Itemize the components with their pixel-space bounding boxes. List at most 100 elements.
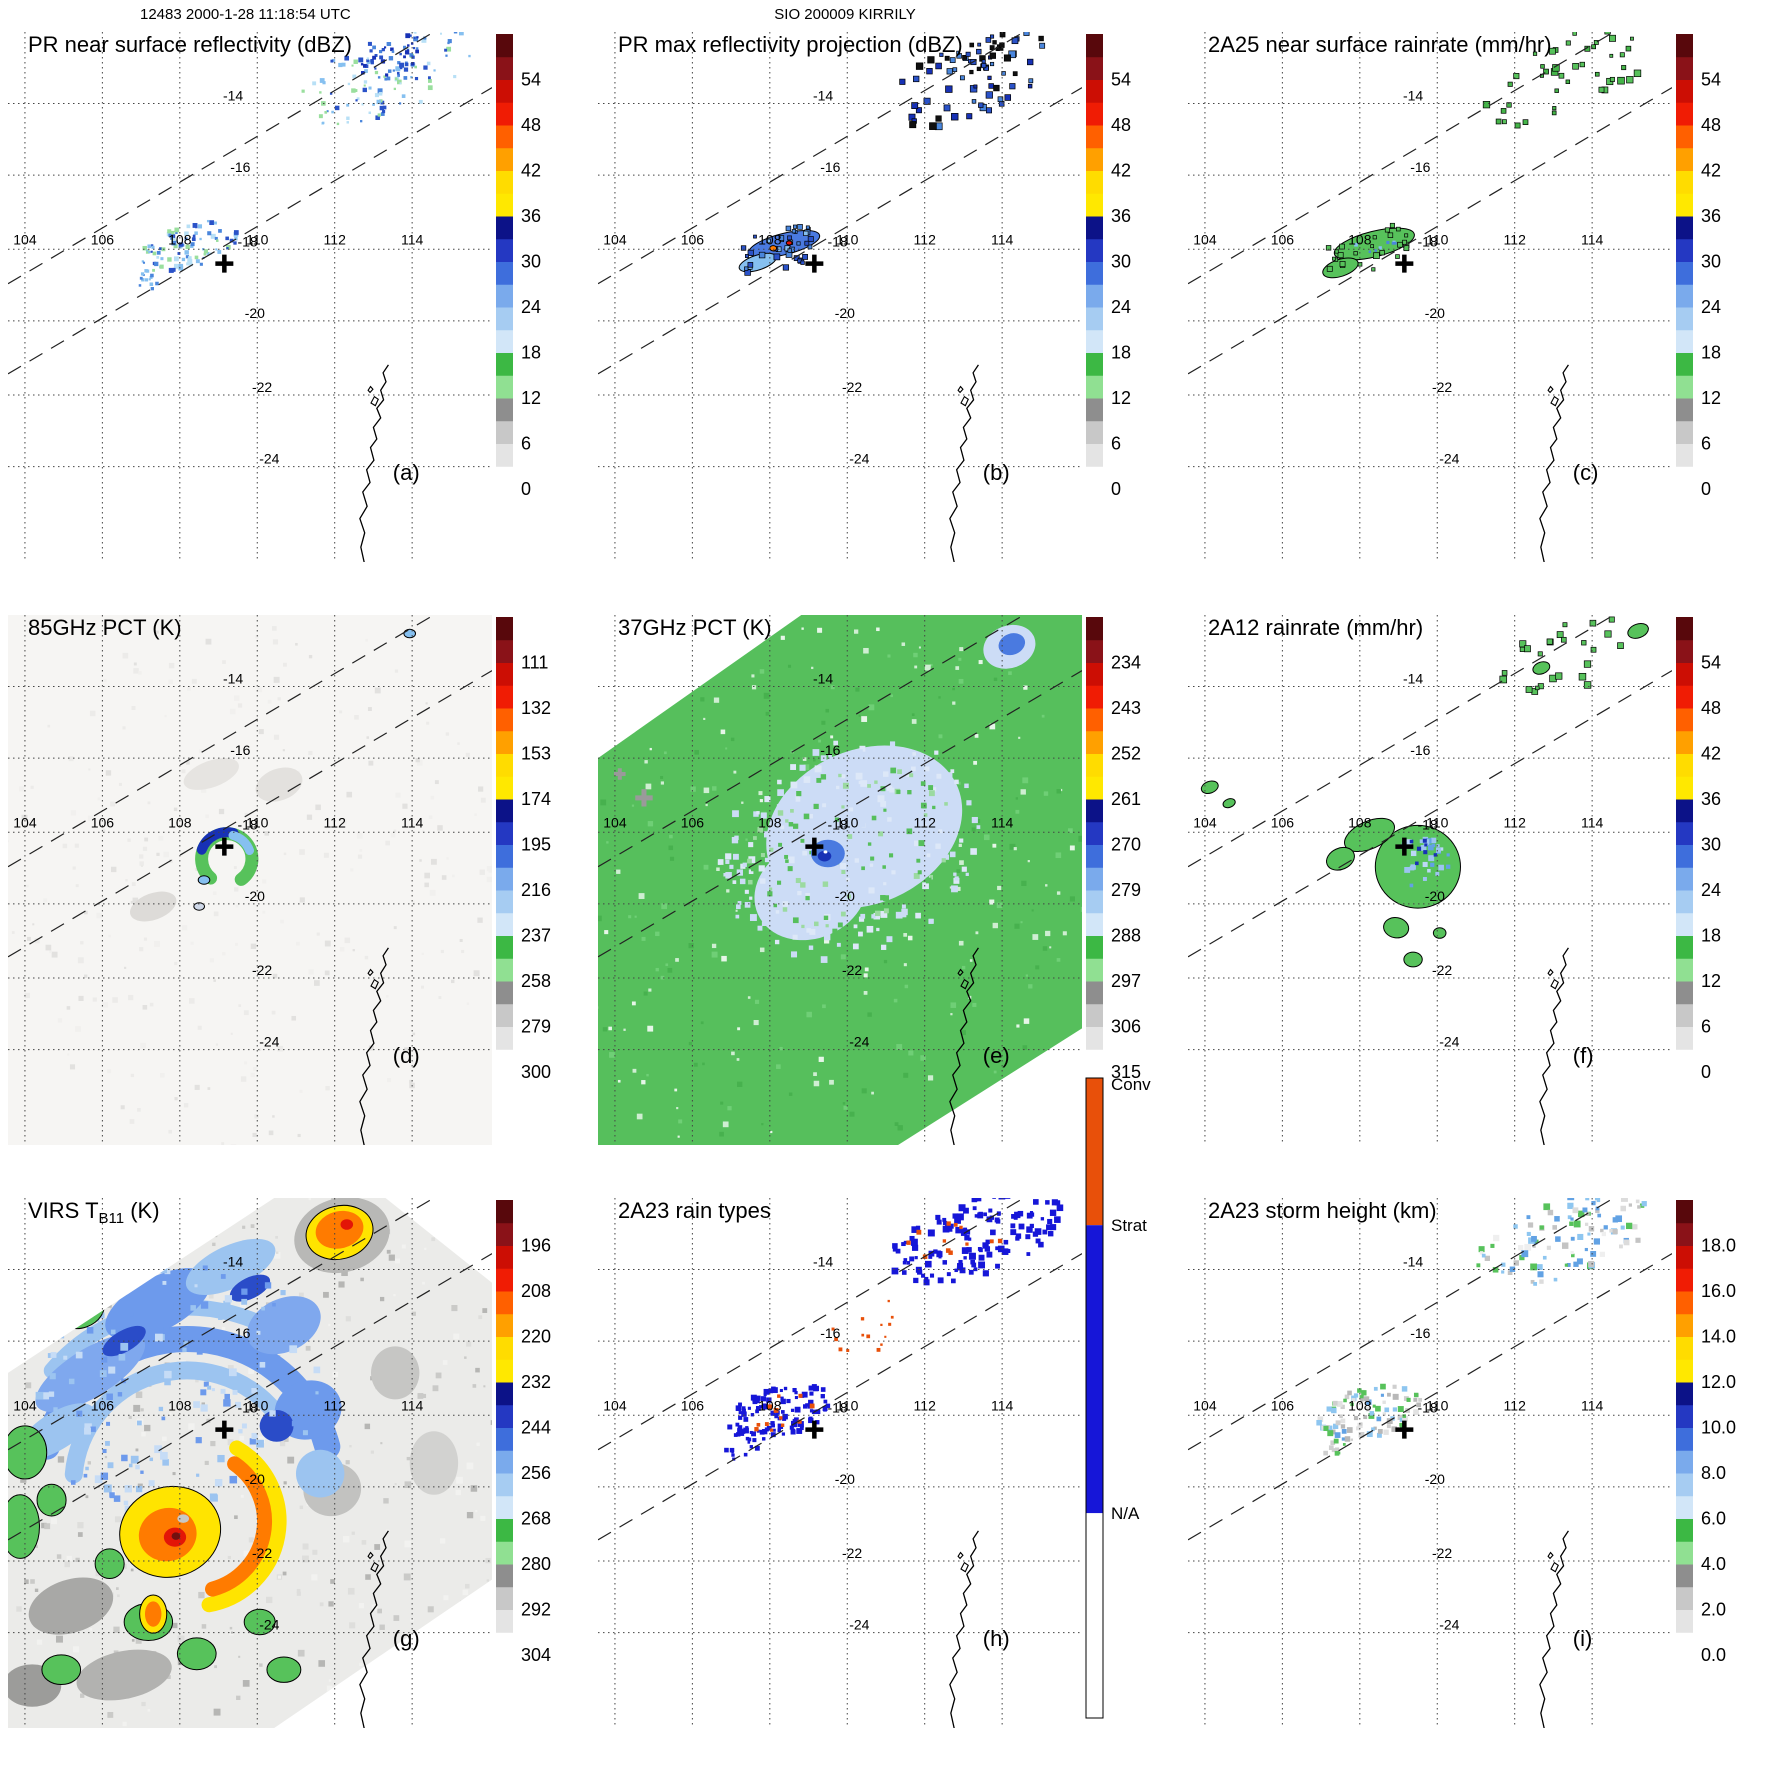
longitude-labels: 104 106 108 110 112 114 [603, 814, 1013, 830]
swath-edge-line [598, 1198, 1025, 1451]
colorbar-segment [1676, 617, 1693, 641]
colorbar: 0.0 2.0 4.0 6.0 8.0 10.0 12.0 14.0 16.0 18.0 [1676, 1200, 1736, 1665]
colorbar-segment [1086, 1513, 1103, 1718]
lat-label: -20 [835, 888, 855, 904]
colorbar-segment [1676, 284, 1693, 308]
lat-label: -14 [813, 88, 833, 104]
speckle-field [358, 33, 427, 79]
lon-label: 108 [758, 814, 782, 830]
colorbar-segment [1086, 912, 1103, 936]
colorbar-tick-label: 54 [1701, 653, 1721, 673]
colorbar-segment [496, 329, 513, 353]
island-outline [367, 968, 374, 977]
colorbar-segment [1086, 1078, 1103, 1226]
panel-title: 2A25 near surface rainrate (mm/hr) [1208, 32, 1552, 57]
lon-label: 114 [401, 231, 424, 247]
lon-label: 108 [1348, 1397, 1372, 1413]
imagery-blob [1403, 951, 1423, 968]
island-outline [957, 968, 964, 977]
colorbar-segment [1676, 958, 1693, 982]
colorbar-segment [1676, 216, 1693, 240]
lon-label: 114 [401, 814, 424, 830]
lon-label: 104 [1193, 231, 1217, 247]
imagery-blob [823, 850, 828, 854]
speckle-field [754, 1393, 815, 1432]
colorbar-tick-label: 48 [1111, 115, 1131, 135]
imagery-blob [183, 758, 239, 790]
storm-center-marker [805, 254, 824, 273]
imagery-layer [738, 32, 1046, 276]
colorbar-segment [1676, 685, 1693, 709]
colorbar-segment [1676, 1359, 1693, 1383]
colorbar-tick-label: 2.0 [1701, 1600, 1726, 1620]
colorbar-tick-label: 6.0 [1701, 1509, 1726, 1529]
lat-label: -24 [259, 1617, 279, 1633]
colorbar-segment [496, 1564, 513, 1588]
colorbar-segment [1676, 1632, 1693, 1656]
swath-edge-line [8, 670, 492, 958]
colorbar-segment [1676, 776, 1693, 800]
colorbar-segment [496, 958, 513, 982]
colorbar-segment [496, 1200, 513, 1224]
longitude-labels: 104 106 108 110 112 114 [13, 231, 423, 247]
lat-label: -16 [1410, 159, 1430, 175]
lat-label: -20 [245, 888, 265, 904]
colorbar-segment [1676, 1049, 1693, 1073]
imagery-blob [266, 1656, 302, 1683]
colorbar-tick-label: 0 [521, 479, 531, 499]
lon-label: 104 [1193, 1397, 1217, 1413]
panel-c: 104 106 108 110 112 114 -14 -16 -18 -20 -22 -24 (c) 2… [1188, 32, 1721, 562]
lat-label: -14 [813, 671, 833, 687]
panel-letter: (b) [983, 460, 1010, 485]
colorbar-tick-label: 111 [521, 653, 548, 673]
colorbar-segment [1676, 867, 1693, 891]
imagery-blob [157, 1202, 207, 1231]
imagery-blob [1222, 798, 1236, 809]
lon-label: 104 [603, 231, 627, 247]
speckle-field [141, 219, 239, 273]
colorbar-segment [1676, 844, 1693, 868]
colorbar-tick-label: 174 [521, 789, 551, 809]
colorbar: 0 6 12 18 24 30 36 42 48 54 [1676, 617, 1721, 1082]
imagery-blob [1326, 846, 1355, 871]
imagery-blob [998, 633, 1026, 656]
scan-info-header: 12483 2000-1-28 11:18:54 UTC [140, 6, 351, 23]
imagery-blob [177, 1514, 190, 1523]
imagery-blob [176, 1637, 217, 1671]
colorbar-tick-label: 36 [521, 206, 541, 226]
imagery-blob [28, 1577, 114, 1635]
panel-grid: 104 106 108 110 112 114 -14 -16 -18 -20 -22 -24 (a) P… [0, 22, 1770, 1771]
lat-label: -16 [820, 1325, 840, 1341]
imagery-blob [144, 1601, 162, 1627]
lat-label: -20 [1425, 1471, 1445, 1487]
colorbar-segment [496, 1450, 513, 1474]
graticule [8, 32, 492, 562]
lon-label: 114 [991, 231, 1014, 247]
longitude-labels: 104 106 108 110 112 114 [13, 1397, 423, 1413]
lat-label: -16 [1410, 1325, 1430, 1341]
colorbar-segment [496, 216, 513, 240]
colorbar-tick-label: 279 [1111, 880, 1141, 900]
speckle-field [724, 1437, 760, 1461]
lon-label: 108 [758, 231, 782, 247]
colorbar-tick-label: 306 [1111, 1017, 1141, 1037]
imagery-blob [315, 1210, 364, 1249]
latitude-labels: -14 -16 -18 -20 -22 -24 [1403, 1254, 1460, 1633]
island-outline [1547, 1551, 1554, 1560]
panel-letter: (a) [393, 460, 420, 485]
lat-label: -24 [259, 1034, 279, 1050]
island-outline [370, 978, 379, 990]
colorbar-tick-label: 220 [521, 1327, 551, 1347]
panel-title: 2A12 rainrate (mm/hr) [1208, 615, 1423, 640]
swath-edges [1188, 615, 1672, 958]
colorbar-tick-label: 24 [1111, 297, 1131, 317]
colorbar-tick-label: 14.0 [1701, 1327, 1736, 1347]
colorbar-segment [496, 1404, 513, 1428]
panel-letter: (c) [1573, 460, 1599, 485]
latitude-labels: -14 -16 -18 -20 -22 -24 [223, 1254, 280, 1633]
swath-edge-line [598, 670, 1082, 958]
speckle-field [138, 269, 159, 291]
colorbar-segment [496, 1245, 513, 1269]
colorbar: 0 6 12 18 24 30 36 42 48 54 [496, 34, 541, 499]
lon-label: 106 [681, 814, 705, 830]
